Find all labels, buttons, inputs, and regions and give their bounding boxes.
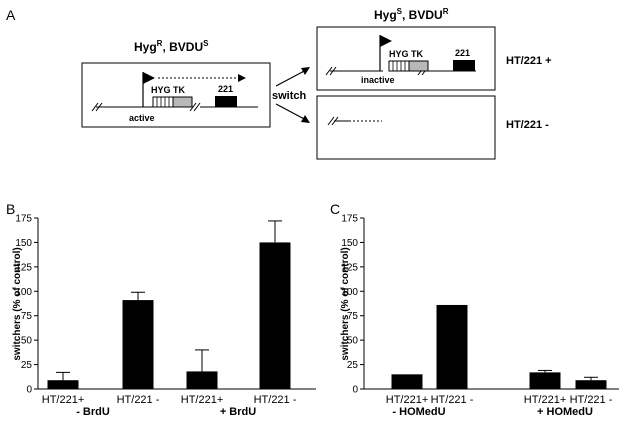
panel-a: A HygR, BVDUS HygS, BVDUR [6, 7, 552, 160]
break-mark [91, 102, 99, 112]
break-mark [329, 66, 337, 76]
locus-221-box [215, 96, 237, 107]
switch-arrow-down [275, 103, 309, 122]
deleted-locus-box [316, 95, 496, 160]
panel-c: C switchers (% of control) 0 25 50 75 100 125… [330, 201, 619, 418]
break-mark [193, 102, 201, 112]
outcome-plus-label: HT/221 + [506, 55, 552, 67]
y-tick-label: 175 [341, 214, 358, 225]
break-mark [327, 116, 335, 126]
inactive-construct: HYG TK 221 inactive [325, 35, 476, 85]
bar [47, 380, 79, 389]
break-mark [95, 102, 103, 112]
arrow-head-icon [238, 74, 246, 82]
locus-label: 221 [455, 48, 470, 58]
y-axis-label: switchers (% of control) [340, 247, 351, 360]
y-tick-label: 100 [15, 287, 32, 298]
deleted-construct [327, 116, 382, 126]
y-tick-label: 175 [15, 214, 32, 225]
y-tick-label: 0 [352, 385, 358, 396]
bar [259, 242, 291, 389]
panel-c-letter: C [330, 201, 340, 217]
bar [529, 372, 561, 389]
break-mark [325, 66, 333, 76]
chart-b: 0 25 50 75 100 125 150 175 HT/221+ HT/221 - HT/221… [15, 214, 316, 406]
y-tick-label: 75 [347, 311, 359, 322]
y-axis-label: switchers (% of control) [12, 247, 23, 360]
active-locus-box [81, 62, 271, 128]
arrow-head-icon [301, 67, 310, 75]
left-header: HygR, BVDUS [134, 39, 209, 54]
locus-221-box [453, 60, 475, 71]
promoter-flag-icon [380, 35, 392, 47]
gene-label: HYG TK [151, 85, 186, 95]
bar [436, 304, 468, 389]
switch-arrow-up [275, 68, 309, 87]
x-tick-label: HT/221+ [181, 394, 224, 406]
bar [186, 371, 218, 389]
promoter-flag-icon [143, 72, 155, 84]
group-label: - BrdU [76, 406, 110, 418]
y-tick-label: 25 [347, 360, 359, 371]
y-tick-label: 125 [341, 262, 358, 273]
x-tick-label: HT/221 - [570, 394, 613, 406]
x-tick-label: HT/221 - [117, 394, 160, 406]
active-label: active [129, 113, 155, 123]
locus-label: 221 [218, 84, 233, 94]
y-tick-label: 50 [21, 336, 33, 347]
group-label: + BrdU [220, 406, 256, 418]
tk-gene-box [408, 60, 429, 72]
panel-b: B switchers (% of control) 0 25 50 75 100 125… [6, 201, 316, 418]
x-tick-label: HT/221+ [386, 394, 429, 406]
active-construct: HYG TK 221 active [91, 72, 258, 123]
switch-label: switch [272, 90, 307, 102]
x-tick-label: HT/221+ [42, 394, 85, 406]
bar [122, 300, 154, 389]
bar [575, 380, 607, 389]
break-mark [189, 102, 197, 112]
panel-b-letter: B [6, 201, 15, 217]
hyg-gene-box [152, 96, 174, 108]
y-tick-label: 75 [21, 311, 33, 322]
arrow-head-icon [301, 115, 310, 123]
group-label: + HOMedU [537, 406, 593, 418]
gene-label: HYG TK [389, 49, 424, 59]
y-tick-label: 150 [341, 238, 358, 249]
y-tick-label: 25 [21, 360, 33, 371]
group-label: - HOMedU [392, 406, 445, 418]
tk-gene-box [172, 96, 193, 108]
right-header: HygS, BVDUR [374, 7, 449, 22]
y-tick-label: 150 [15, 238, 32, 249]
outcome-minus-label: HT/221 - [506, 119, 549, 131]
y-tick-label: 0 [26, 385, 32, 396]
inactive-locus-box [316, 26, 496, 91]
y-tick-label: 125 [15, 262, 32, 273]
bar [391, 374, 423, 389]
x-tick-label: HT/221 - [254, 394, 297, 406]
x-tick-label: HT/221+ [524, 394, 567, 406]
y-tick-label: 50 [347, 336, 359, 347]
y-tick-label: 100 [341, 287, 358, 298]
panel-a-letter: A [6, 7, 16, 23]
inactive-label: inactive [361, 75, 395, 85]
hyg-gene-box [388, 60, 410, 72]
x-tick-label: HT/221 - [431, 394, 474, 406]
